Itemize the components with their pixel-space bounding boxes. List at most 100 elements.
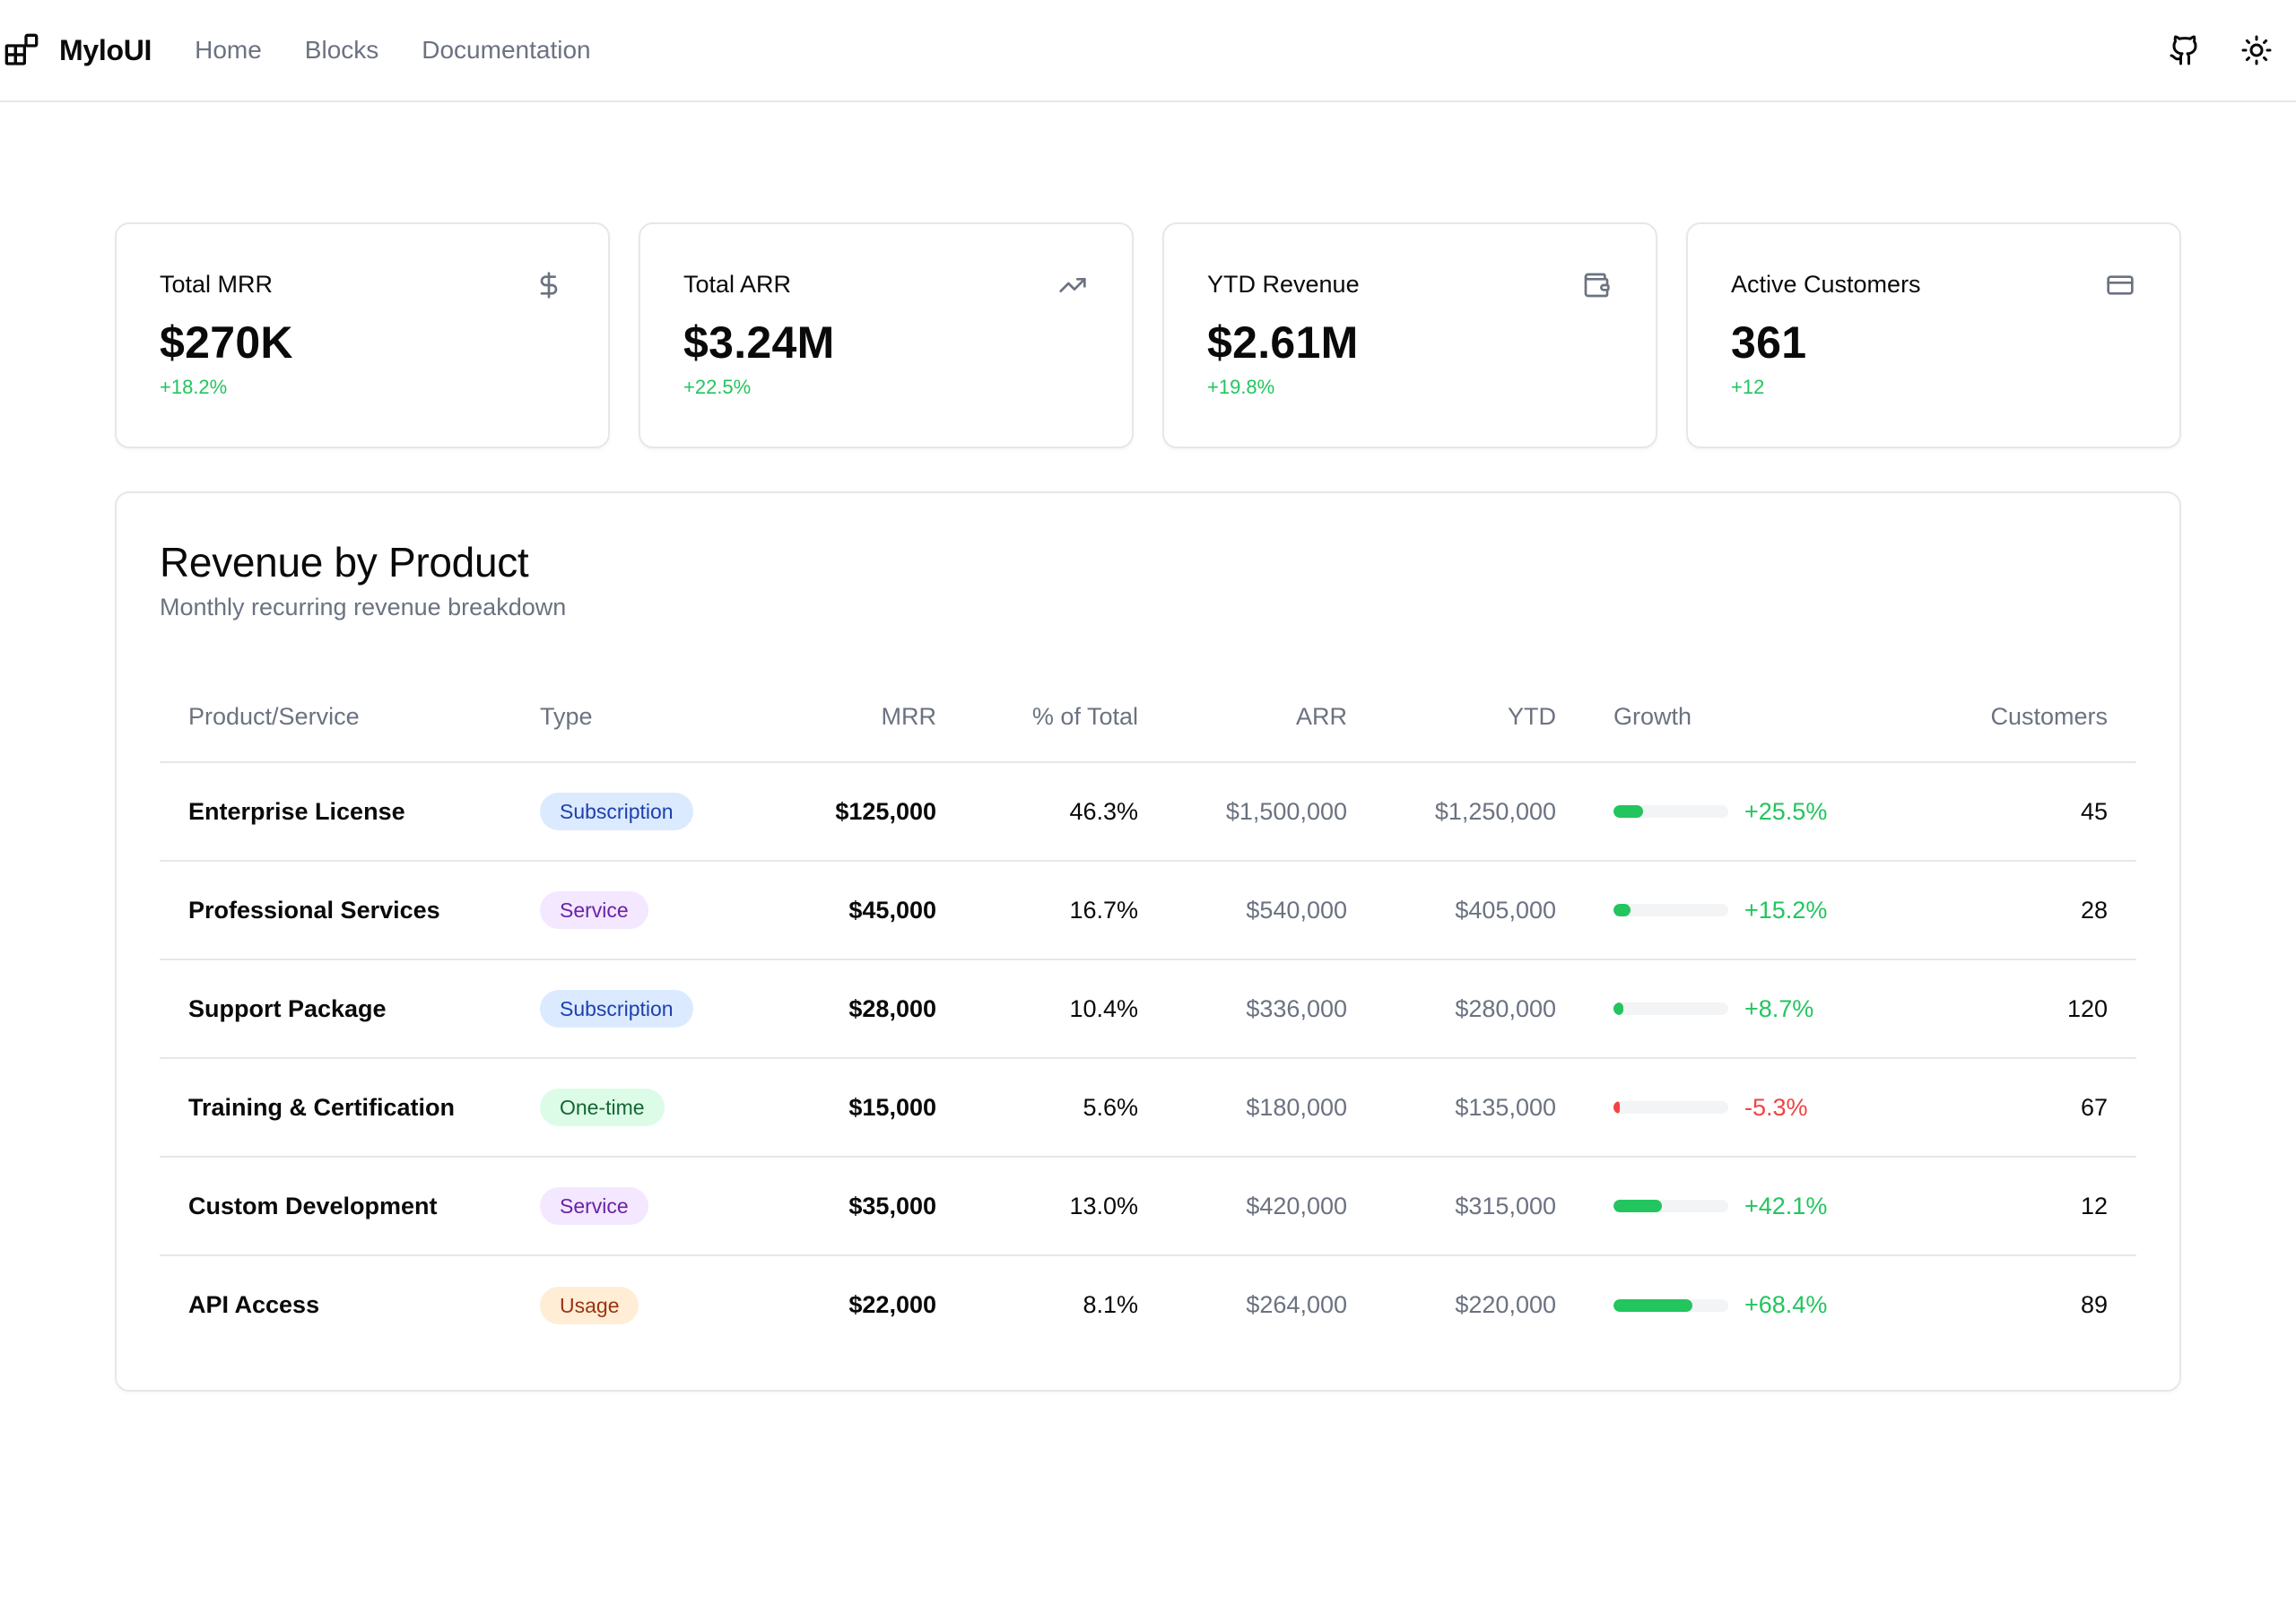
arr-value: $180,000 — [1138, 1058, 1347, 1158]
growth-value: +15.2% — [1744, 896, 1828, 924]
stat-card-active-customers: Active Customers 361 +12 — [1686, 222, 2181, 448]
product-name: Enterprise License — [160, 762, 540, 862]
growth-bar-fill — [1613, 1101, 1620, 1114]
revenue-table: Product/Service Type MRR % of Total ARR … — [160, 672, 2136, 1354]
card-title: Revenue by Product — [160, 539, 529, 586]
nav-blocks-link[interactable]: Blocks — [304, 36, 379, 64]
github-icon — [2170, 35, 2197, 65]
mrr-value: $45,000 — [719, 861, 936, 960]
product-name: Training & Certification — [160, 1058, 540, 1158]
customers-value: 89 — [2080, 1291, 2108, 1318]
product-name: API Access — [188, 1291, 320, 1318]
col-header-pct-total[interactable]: % of Total — [936, 672, 1138, 763]
customers-value: 120 — [1890, 959, 2136, 1059]
ytd-value: $135,000 — [1347, 1058, 1556, 1158]
growth-value: +25.5% — [1744, 797, 1828, 825]
table-header-row: Product/Service Type MRR % of Total ARR … — [160, 672, 2136, 763]
nav-home-link[interactable]: Home — [195, 36, 262, 64]
col-header-type[interactable]: Type — [540, 672, 719, 763]
arr-value: $540,000 — [1138, 861, 1347, 960]
growth-bar-track — [1613, 1101, 1728, 1114]
nav-documentation-link[interactable]: Documentation — [422, 36, 591, 64]
stat-label: Active Customers — [1731, 271, 1921, 298]
pct-total-value: 13.0% — [936, 1157, 1138, 1256]
growth-bar-track — [1613, 1200, 1728, 1212]
ytd-value: $280,000 — [1347, 959, 1556, 1059]
trending-up-icon — [1058, 271, 1087, 299]
growth-bar-fill — [1613, 904, 1631, 916]
credit-card-icon — [2106, 271, 2135, 299]
header-actions — [2165, 0, 2296, 100]
type-badge: Subscription — [540, 990, 693, 1028]
table-row[interactable]: Custom Development Service $35,000 13.0%… — [160, 1157, 2136, 1256]
type-badge: Service — [540, 1187, 648, 1225]
table-row[interactable]: Enterprise License Subscription $125,000… — [160, 762, 2136, 862]
table-row[interactable]: Professional Services Service $45,000 16… — [160, 861, 2136, 960]
col-header-product[interactable]: Product/Service — [160, 672, 540, 763]
arr-value: $264,000 — [1246, 1291, 1347, 1318]
type-badge: One-time — [540, 1089, 665, 1126]
dollar-icon — [535, 271, 563, 299]
ytd-value: $1,250,000 — [1347, 762, 1556, 862]
brand[interactable]: MyloUI — [4, 32, 152, 68]
stat-value: $270K — [160, 317, 293, 368]
product-name: Support Package — [160, 959, 540, 1059]
growth-bar-fill — [1613, 805, 1643, 818]
pct-total-value: 8.1% — [1083, 1291, 1138, 1318]
pct-total-value: 16.7% — [936, 861, 1138, 960]
growth-value: -5.3% — [1744, 1093, 1808, 1121]
growth-indicator: +15.2% — [1613, 897, 1890, 924]
growth-bar-track — [1613, 904, 1728, 916]
col-header-customers[interactable]: Customers — [1890, 672, 2136, 763]
growth-bar-fill — [1613, 1200, 1662, 1212]
stat-value: $3.24M — [683, 317, 835, 368]
stat-card-total-arr: Total ARR $3.24M +22.5% — [639, 222, 1134, 448]
pct-total-value: 10.4% — [936, 959, 1138, 1059]
arr-value: $420,000 — [1138, 1157, 1347, 1256]
stat-value: $2.61M — [1207, 317, 1359, 368]
growth-indicator: +8.7% — [1613, 995, 1890, 1023]
mrr-value: $125,000 — [719, 762, 936, 862]
table-row[interactable]: Support Package Subscription $28,000 10.… — [160, 959, 2136, 1059]
product-name: Professional Services — [160, 861, 540, 960]
top-navbar: MyloUI Home Blocks Documentation — [0, 0, 2296, 102]
mrr-value: $35,000 — [719, 1157, 936, 1256]
card-subtitle: Monthly recurring revenue breakdown — [160, 594, 567, 620]
stat-value: 361 — [1731, 317, 1807, 368]
table-body: Enterprise License Subscription $125,000… — [160, 762, 2136, 1354]
mrr-value: $15,000 — [719, 1058, 936, 1158]
main-nav: Home Blocks Documentation — [195, 36, 634, 65]
growth-indicator: +68.4% — [1613, 1291, 1890, 1319]
col-header-ytd[interactable]: YTD — [1347, 672, 1556, 763]
col-header-mrr[interactable]: MRR — [719, 672, 936, 763]
type-badge: Subscription — [540, 793, 693, 830]
stat-card-total-mrr: Total MRR $270K +18.2% — [115, 222, 610, 448]
pct-total-value: 46.3% — [936, 762, 1138, 862]
stat-label: Total ARR — [683, 271, 792, 298]
growth-bar-fill — [1613, 1002, 1624, 1015]
stat-label: YTD Revenue — [1207, 271, 1360, 298]
mrr-value: $28,000 — [719, 959, 936, 1059]
sun-icon — [2241, 35, 2272, 65]
growth-bar-track — [1613, 1002, 1728, 1015]
wallet-icon — [1582, 271, 1611, 299]
table-row[interactable]: API Access Usage $22,000 8.1% $264,000 $… — [160, 1255, 2136, 1354]
stat-change: +22.5% — [683, 376, 752, 398]
stats-row: Total MRR $270K +18.2% Total ARR $3.24M … — [115, 222, 2181, 448]
customers-value: 45 — [1890, 762, 2136, 862]
brand-name: MyloUI — [59, 33, 152, 66]
customers-value: 28 — [1890, 861, 2136, 960]
col-header-growth[interactable]: Growth — [1556, 672, 1890, 763]
theme-toggle-button[interactable] — [2237, 30, 2276, 70]
col-header-arr[interactable]: ARR — [1138, 672, 1347, 763]
growth-value: +8.7% — [1744, 994, 1814, 1022]
table-row[interactable]: Training & Certification One-time $15,00… — [160, 1058, 2136, 1158]
ytd-value: $315,000 — [1347, 1157, 1556, 1256]
type-badge: Service — [540, 891, 648, 929]
arr-value: $336,000 — [1138, 959, 1347, 1059]
github-button[interactable] — [2165, 30, 2205, 70]
pct-total-value: 5.6% — [936, 1058, 1138, 1158]
mrr-value: $22,000 — [848, 1291, 936, 1318]
stat-change: +12 — [1731, 376, 1765, 398]
growth-bar-track — [1613, 1298, 1728, 1312]
